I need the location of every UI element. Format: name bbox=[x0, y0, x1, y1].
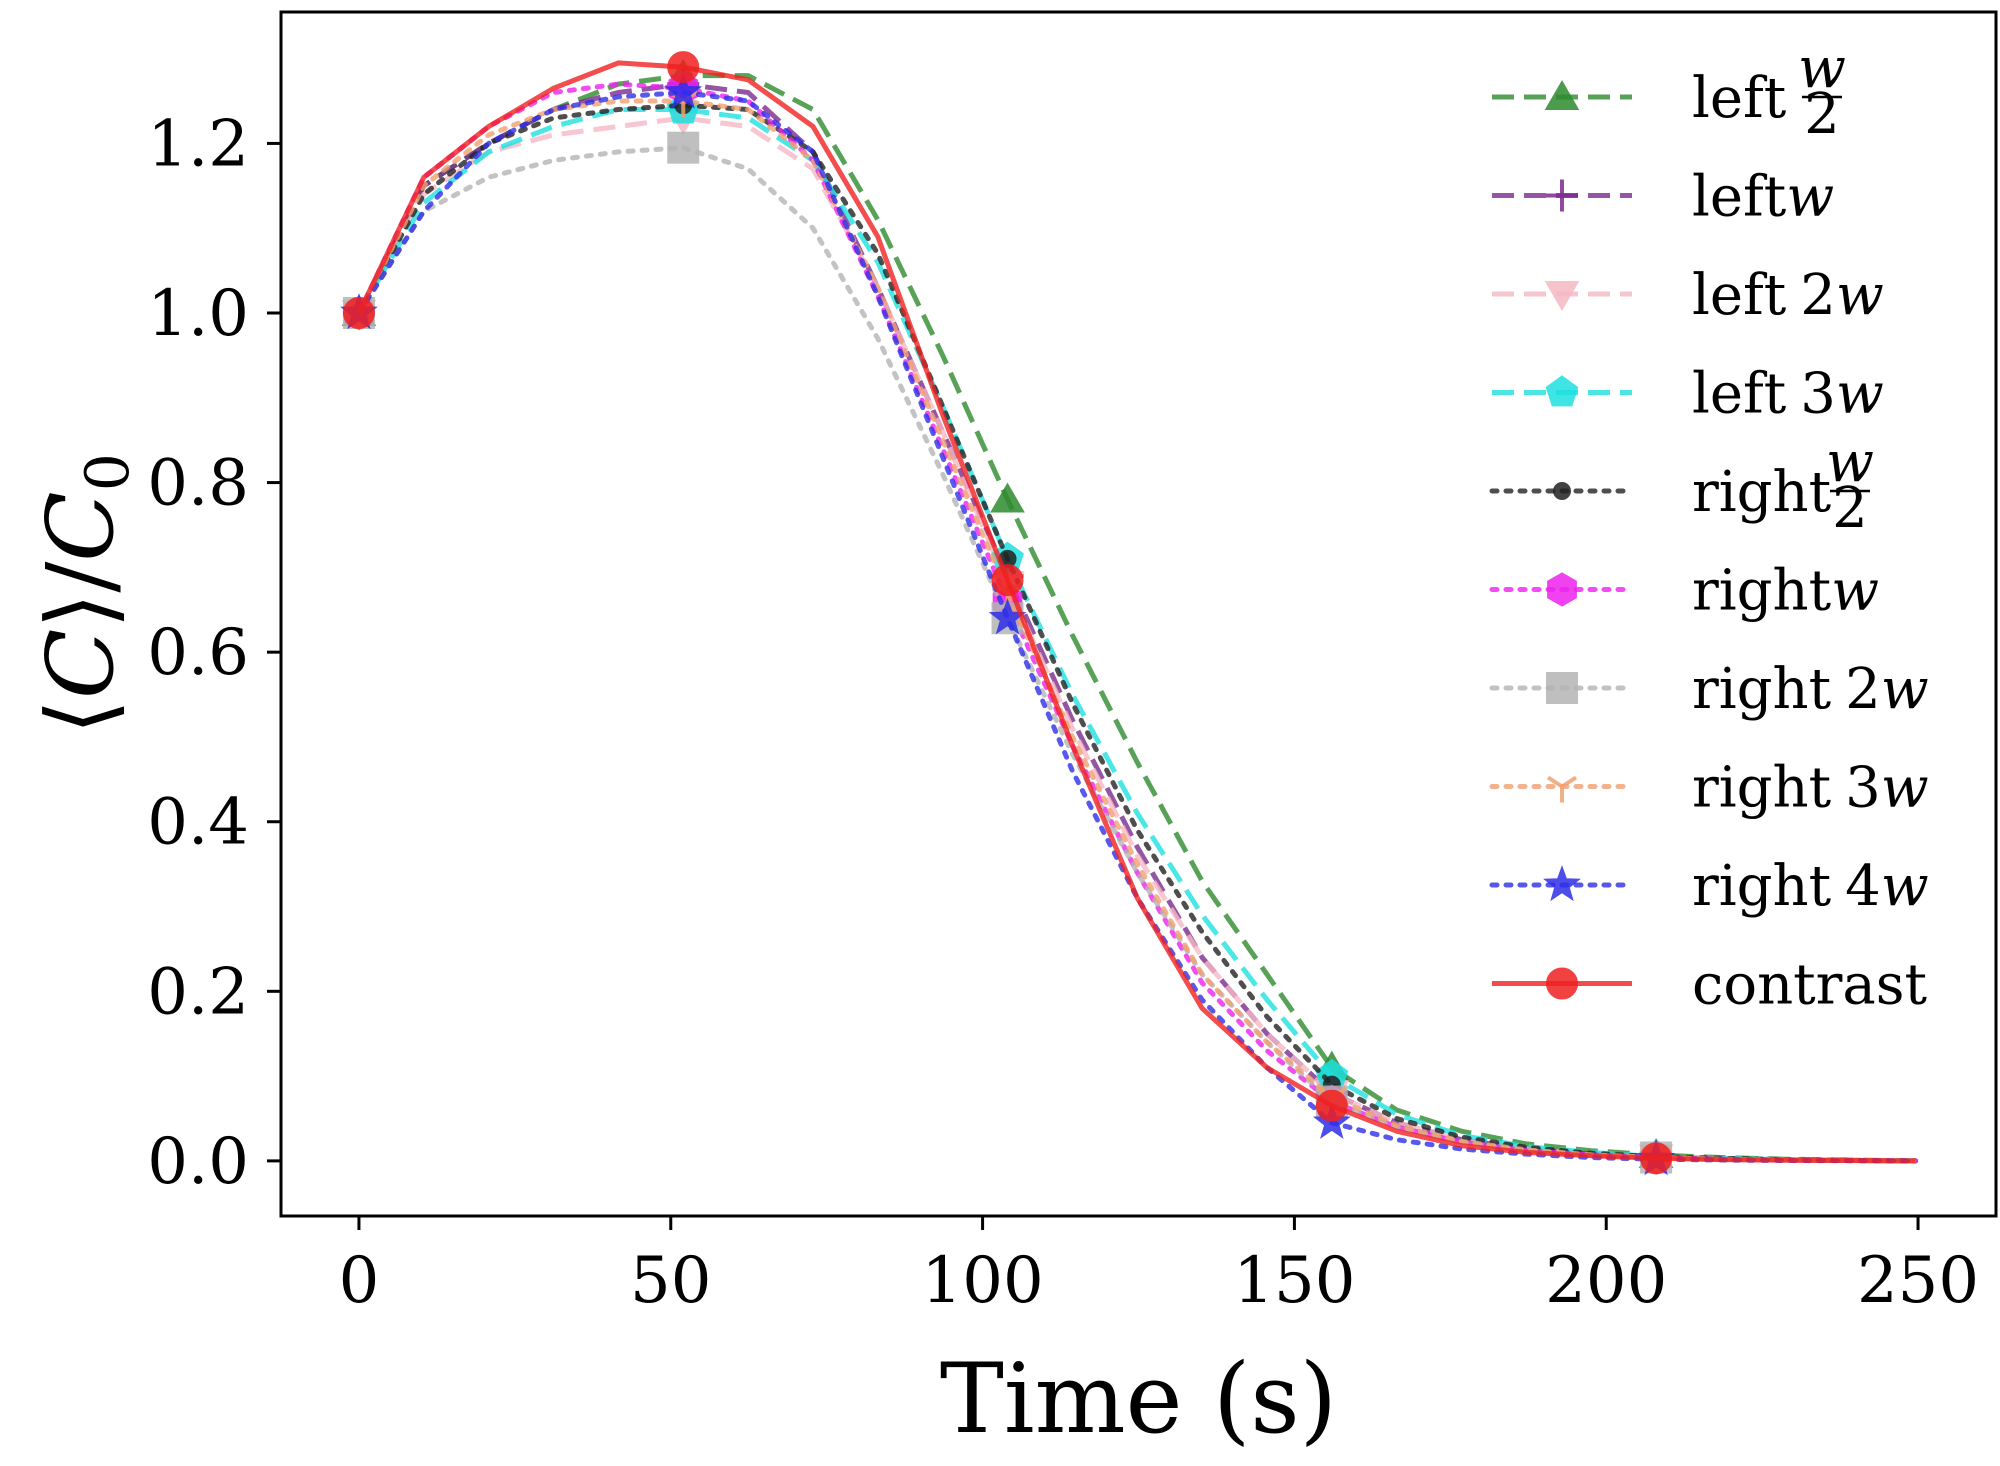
y-axis-title-text: ⟨C⟩/C0 bbox=[27, 453, 143, 735]
legend-marker bbox=[1547, 572, 1577, 607]
legend-marker bbox=[1545, 375, 1579, 407]
legend-marker bbox=[1544, 80, 1580, 110]
legend-frac-num: w bbox=[1798, 36, 1846, 101]
y-tick-label: 0.6 bbox=[147, 616, 249, 690]
series-line bbox=[356, 89, 1919, 1164]
series-right-w/2 bbox=[349, 96, 1919, 1166]
series-right-w bbox=[344, 71, 1919, 1175]
data-point bbox=[342, 297, 375, 329]
legend-label: leftw bbox=[1692, 165, 1834, 230]
legend-label: rightw bbox=[1692, 559, 1879, 624]
legend-marker bbox=[1543, 865, 1581, 902]
series-line bbox=[356, 81, 1919, 1164]
legend-frac-den: 2 bbox=[1832, 476, 1868, 541]
series-line bbox=[356, 102, 1919, 1164]
legend-entry: contrast bbox=[1492, 953, 1928, 1018]
series-right-3w bbox=[343, 90, 1919, 1174]
legend-label: left bbox=[1692, 66, 1787, 131]
series-left-w bbox=[342, 68, 1916, 1174]
legend-entry: right 2w bbox=[1489, 657, 1929, 722]
legend-label: right bbox=[1692, 460, 1832, 525]
y-tick-label: 0.0 bbox=[147, 1125, 249, 1199]
series-line bbox=[356, 115, 1916, 1164]
series-line bbox=[356, 98, 1919, 1164]
y-tick-label: 1.0 bbox=[147, 277, 249, 351]
x-axis-title: Time (s) bbox=[940, 1343, 1337, 1455]
data-point bbox=[990, 482, 1025, 513]
series-right-4w bbox=[340, 72, 1919, 1176]
x-tick-label: 250 bbox=[1857, 1244, 1979, 1318]
x-tick-label: 200 bbox=[1545, 1244, 1667, 1318]
plot-frame bbox=[279, 10, 1998, 1218]
series-layer bbox=[340, 51, 1919, 1176]
legend-entry: rightw bbox=[1489, 559, 1879, 624]
y-tick-label: 0.2 bbox=[147, 955, 249, 1029]
data-point bbox=[1315, 1089, 1348, 1122]
series-line bbox=[356, 73, 1916, 1164]
legend-label: left 3w bbox=[1692, 362, 1884, 427]
data-point bbox=[667, 131, 700, 164]
legend-label: left 2w bbox=[1692, 263, 1884, 328]
legend-label: right 4w bbox=[1692, 854, 1929, 919]
legend-entry: left 2w bbox=[1492, 263, 1884, 328]
series-line bbox=[356, 81, 1916, 1164]
legend-marker bbox=[1546, 775, 1578, 803]
x-tick-label: 0 bbox=[339, 1244, 380, 1318]
legend-entry: right 4w bbox=[1489, 854, 1929, 919]
legend-marker bbox=[1546, 179, 1578, 212]
legend-marker bbox=[1546, 967, 1578, 1000]
legend-label: contrast bbox=[1692, 953, 1928, 1018]
data-point bbox=[991, 564, 1024, 597]
series-line bbox=[356, 145, 1919, 1164]
x-tick-label: 100 bbox=[922, 1244, 1044, 1318]
legend-marker bbox=[1553, 482, 1571, 500]
y-tick-label: 0.4 bbox=[147, 786, 249, 860]
data-point bbox=[664, 72, 703, 109]
legend-marker bbox=[1546, 672, 1578, 704]
y-tick-label: 0.8 bbox=[147, 447, 249, 521]
legend-entry: leftw bbox=[1492, 165, 1834, 230]
series-left-w/2 bbox=[341, 58, 1916, 1168]
series-left-2w bbox=[341, 105, 1916, 1175]
y-tick-label: 1.2 bbox=[147, 107, 249, 181]
series-contrast-main bbox=[342, 51, 1916, 1175]
x-axis: 0 50 100 150 200 250 bbox=[339, 1216, 1979, 1318]
x-tick-label: 50 bbox=[630, 1244, 711, 1318]
x-tick-label: 150 bbox=[1233, 1244, 1355, 1318]
series-line bbox=[356, 107, 1916, 1164]
legend-entry: left w2 bbox=[1492, 36, 1846, 147]
legend-entry: left 3w bbox=[1492, 362, 1884, 427]
series-right-2w bbox=[342, 131, 1919, 1174]
legend-marker bbox=[1544, 281, 1580, 311]
legend-frac-num: w bbox=[1826, 430, 1874, 495]
data-point bbox=[1640, 1142, 1673, 1175]
legend-label: right 2w bbox=[1692, 657, 1929, 722]
series-left-3w bbox=[342, 92, 1916, 1171]
series-line bbox=[356, 60, 1916, 1164]
y-axis-title: ⟨C⟩/C0 bbox=[27, 453, 143, 735]
legend-label: right 3w bbox=[1692, 756, 1929, 821]
legend-frac-den: 2 bbox=[1804, 82, 1840, 147]
y-axis: 0.0 0.2 0.4 0.6 0.8 1.0 1.2 bbox=[147, 107, 281, 1199]
data-point bbox=[667, 51, 700, 84]
legend-entry: right 3w bbox=[1489, 756, 1929, 821]
